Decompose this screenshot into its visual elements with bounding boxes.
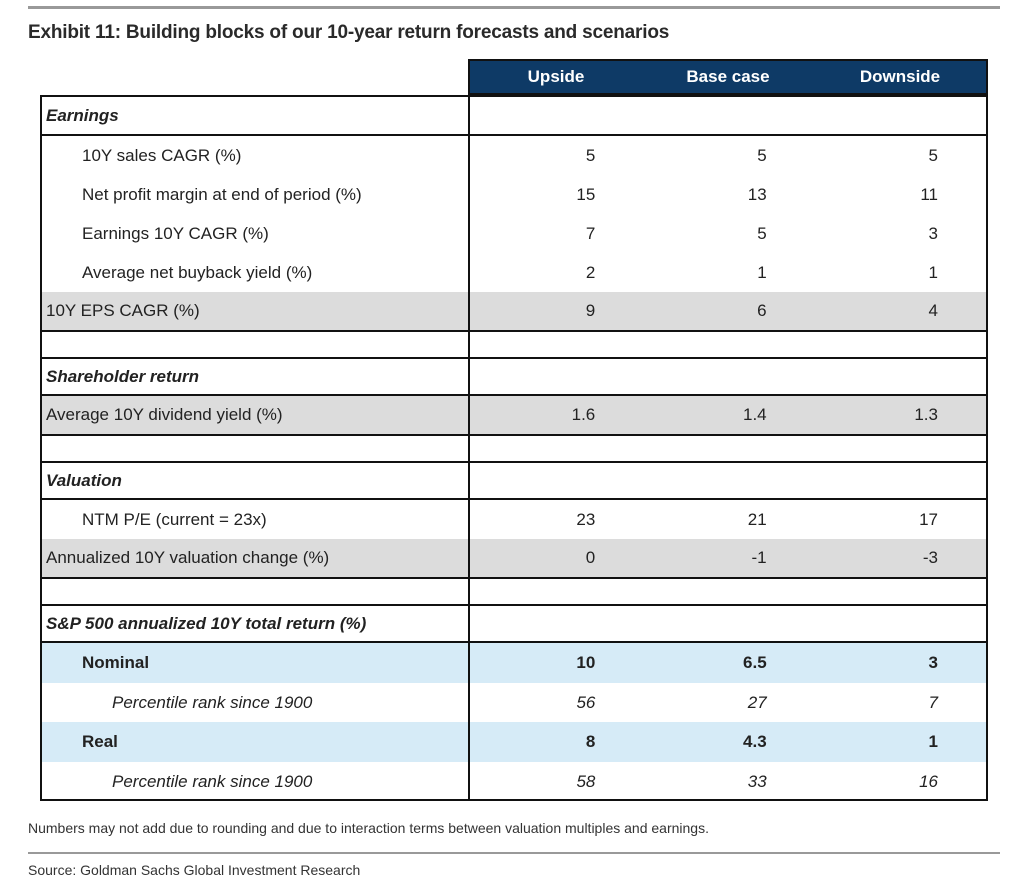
spacer-row xyxy=(42,332,986,357)
forecast-table: Earnings 10Y sales CAGR (%) 5 5 5 Net profit … xyxy=(40,95,988,801)
row-label: Percentile rank since 1900 xyxy=(112,692,313,712)
base-case-value: 6.5 xyxy=(743,653,767,672)
table-row: 10Y sales CAGR (%) 5 5 5 xyxy=(42,136,986,175)
footnote: Numbers may not add due to rounding and … xyxy=(28,820,709,836)
row-label: 10Y EPS CAGR (%) xyxy=(46,301,200,320)
upside-value: 7 xyxy=(585,223,596,243)
table-row: Real 8 4.3 1 xyxy=(42,722,986,762)
upside-value: 8 xyxy=(585,732,596,751)
row-label: S&P 500 annualized 10Y total return (%) xyxy=(46,613,367,633)
section-header-row: Shareholder return xyxy=(42,357,986,396)
row-label: Average 10Y dividend yield (%) xyxy=(46,405,283,424)
downside-value: 1 xyxy=(928,262,939,282)
upside-value: 0 xyxy=(585,548,596,567)
table-row: Average 10Y dividend yield (%) 1.6 1.4 1.3 xyxy=(42,396,986,436)
table-row: Net profit margin at end of period (%) 15… xyxy=(42,175,986,214)
source: Source: Goldman Sachs Global Investment … xyxy=(28,862,361,878)
downside-value: 16 xyxy=(919,771,938,791)
column-header: Upside Base case Downside xyxy=(468,59,988,95)
row-label: Average net buyback yield (%) xyxy=(82,262,313,282)
base-case-value: 13 xyxy=(747,184,767,204)
table-row: Nominal 10 6.5 3 xyxy=(42,643,986,683)
downside-value: 1.3 xyxy=(914,405,938,424)
downside-value: 11 xyxy=(920,184,939,204)
row-label: Earnings xyxy=(46,105,119,125)
base-case-value: -1 xyxy=(751,548,767,567)
upside-value: 2 xyxy=(585,262,596,282)
base-case-value: 4.3 xyxy=(743,732,767,751)
top-rule xyxy=(28,6,1000,9)
table-row: Annualized 10Y valuation change (%) 0 -1 -3 xyxy=(42,539,986,579)
table-row: NTM P/E (current = 23x) 23 21 17 xyxy=(42,500,986,539)
base-case-value: 1.4 xyxy=(742,405,767,424)
row-label: Earnings 10Y CAGR (%) xyxy=(82,223,269,243)
section-header-row: Earnings xyxy=(42,97,986,136)
base-case-value: 21 xyxy=(747,509,767,529)
row-label: Net profit margin at end of period (%) xyxy=(82,184,362,204)
downside-value: 7 xyxy=(928,692,938,712)
table-row: Earnings 10Y CAGR (%) 7 5 3 xyxy=(42,214,986,253)
row-label: Annualized 10Y valuation change (%) xyxy=(46,548,330,567)
bottom-rule xyxy=(28,852,1000,854)
base-case-value: 5 xyxy=(757,223,767,243)
upside-value: 58 xyxy=(576,771,596,791)
upside-value: 23 xyxy=(576,509,596,529)
base-case-value: 6 xyxy=(757,301,767,320)
row-label: Percentile rank since 1900 xyxy=(112,771,313,791)
spacer-row xyxy=(42,579,986,604)
spacer-row xyxy=(42,436,986,461)
col-downside: Downside xyxy=(859,67,941,86)
base-case-value: 5 xyxy=(757,145,767,165)
upside-value: 10 xyxy=(576,653,596,672)
table-row: Percentile rank since 1900 56 27 7 xyxy=(42,683,986,722)
upside-value: 1.6 xyxy=(571,405,596,424)
upside-value: 56 xyxy=(576,692,596,712)
col-base-case: Base case xyxy=(686,67,770,86)
downside-value: 4 xyxy=(928,301,938,320)
table-row: Percentile rank since 1900 58 33 16 xyxy=(42,762,986,801)
row-label: Nominal xyxy=(82,653,150,672)
downside-value: 5 xyxy=(928,145,939,165)
row-label: 10Y sales CAGR (%) xyxy=(82,145,242,165)
base-case-value: 33 xyxy=(747,771,767,791)
row-label: NTM P/E (current = 23x) xyxy=(82,509,267,529)
upside-value: 15 xyxy=(576,184,596,204)
row-label: Real xyxy=(82,732,118,751)
upside-value: 5 xyxy=(585,145,596,165)
col-upside: Upside xyxy=(527,67,585,86)
section-header-row: S&P 500 annualized 10Y total return (%) xyxy=(42,604,986,643)
row-label: Valuation xyxy=(46,470,122,490)
base-case-value: 27 xyxy=(747,692,767,712)
table-row: Average net buyback yield (%) 2 1 1 xyxy=(42,253,986,292)
row-label: Shareholder return xyxy=(46,366,200,386)
section-header-row: Valuation xyxy=(42,461,986,500)
downside-value: -3 xyxy=(922,548,938,567)
exhibit-title: Exhibit 11: Building blocks of our 10-ye… xyxy=(28,22,670,43)
downside-value: 3 xyxy=(928,223,939,243)
downside-value: 17 xyxy=(919,509,939,529)
downside-value: 3 xyxy=(928,653,939,672)
column-divider xyxy=(468,97,470,799)
downside-value: 1 xyxy=(928,732,939,751)
table-row: 10Y EPS CAGR (%) 9 6 4 xyxy=(42,292,986,332)
base-case-value: 1 xyxy=(757,262,767,282)
upside-value: 9 xyxy=(585,301,596,320)
